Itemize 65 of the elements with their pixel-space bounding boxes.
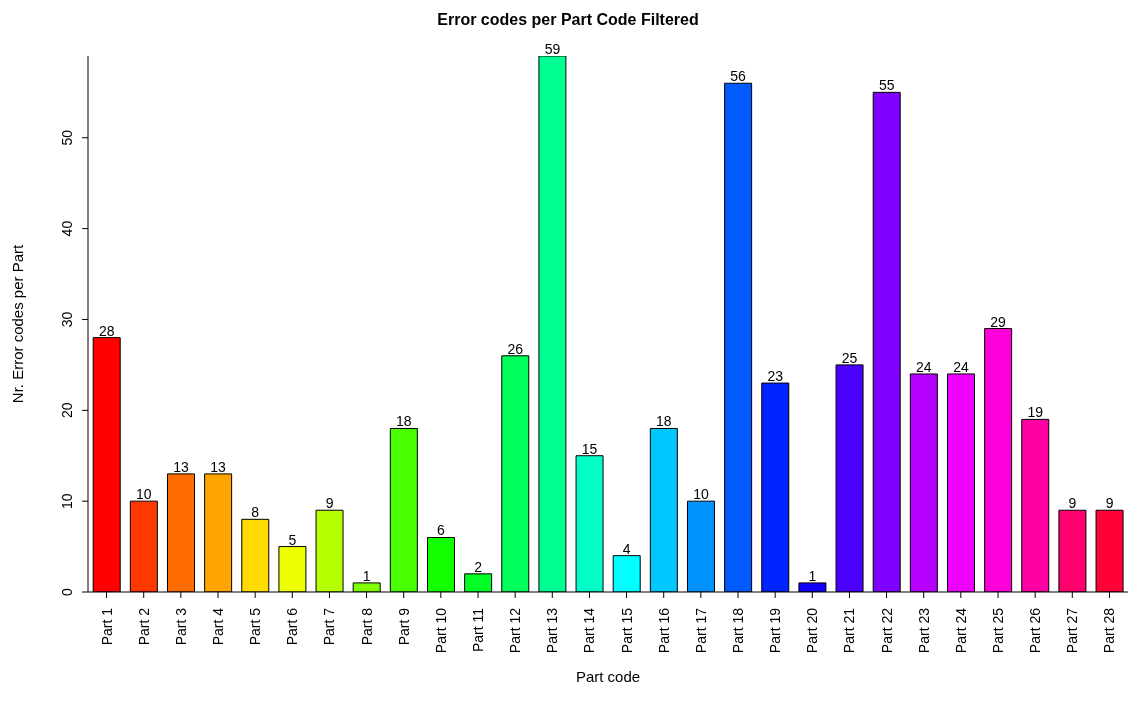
data-label: 1 (808, 567, 817, 584)
x-tick-label: Part 1 (98, 607, 115, 646)
x-tick-label: Part 23 (915, 607, 932, 654)
data-label: 6 (437, 522, 446, 539)
data-label: 18 (396, 413, 412, 430)
data-label: 19 (1027, 404, 1044, 421)
y-tick-label: 40 (59, 220, 75, 237)
data-label: 9 (1068, 495, 1077, 512)
x-tick-label: Part 18 (730, 607, 746, 654)
x-tick-label: Part 13 (544, 607, 561, 654)
data-label: 25 (841, 349, 858, 366)
x-tick-label: Part 27 (1064, 607, 1081, 654)
x-tick-label: Part 16 (655, 607, 672, 654)
x-tick-label: Part 3 (172, 607, 189, 646)
y-tick-label: 10 (59, 493, 75, 509)
y-axis-title: Nr. Error codes per Part (9, 243, 27, 404)
data-label: 1 (362, 567, 371, 584)
x-tick-label: Part 2 (135, 607, 152, 646)
data-label: 23 (767, 368, 784, 385)
chart-title: Error codes per Part Code Filtered (436, 10, 700, 30)
data-label: 10 (136, 486, 152, 503)
x-tick-label: Part 7 (321, 607, 338, 646)
data-label: 55 (878, 77, 895, 94)
data-label: 59 (544, 41, 561, 57)
x-tick-label: Part 26 (1027, 607, 1044, 654)
data-label: 26 (507, 340, 524, 357)
x-tick-label: Part 19 (767, 607, 784, 654)
x-tick-label: Part 21 (841, 607, 858, 654)
data-label: 15 (581, 440, 598, 457)
data-label: 56 (730, 68, 747, 85)
x-tick-label: Part 6 (284, 607, 301, 646)
x-axis-title: Part code (575, 668, 641, 685)
x-tick-label: Part 20 (804, 607, 821, 654)
x-tick-label: Part 14 (581, 607, 598, 654)
y-tick-label: 20 (59, 402, 75, 419)
x-tick-label: Part 11 (470, 607, 486, 653)
x-tick-label: Part 10 (432, 607, 449, 654)
x-tick-label: Part 8 (358, 607, 375, 646)
x-tick-label: Part 28 (1101, 607, 1118, 654)
x-tick-label: Part 25 (990, 607, 1006, 654)
data-label: 29 (990, 313, 1007, 330)
y-tick-label: 30 (59, 311, 75, 328)
data-label: 8 (251, 504, 260, 521)
data-label: 18 (656, 413, 672, 430)
y-tick-label: 0 (59, 587, 75, 596)
data-label: 9 (1105, 495, 1114, 512)
data-label: 24 (953, 358, 969, 375)
data-label: 13 (173, 458, 189, 475)
data-label: 10 (693, 486, 709, 503)
x-tick-label: Part 22 (878, 607, 895, 654)
x-tick-label: Part 9 (395, 607, 412, 646)
x-tick-label: Part 12 (507, 607, 524, 654)
data-label: 13 (210, 458, 227, 475)
x-tick-label: Part 15 (618, 607, 635, 654)
x-tick-label: Part 5 (247, 607, 264, 646)
data-label: 2 (474, 558, 483, 575)
x-tick-label: Part 17 (692, 607, 709, 654)
data-label: 28 (98, 322, 115, 339)
data-label: 4 (622, 540, 631, 557)
x-tick-label: Part 24 (952, 607, 969, 654)
x-tick-label: Part 4 (210, 607, 226, 646)
data-label: 5 (288, 531, 297, 548)
data-label: 24 (916, 358, 932, 375)
data-label: 9 (325, 495, 334, 512)
y-tick-label: 50 (59, 129, 75, 146)
